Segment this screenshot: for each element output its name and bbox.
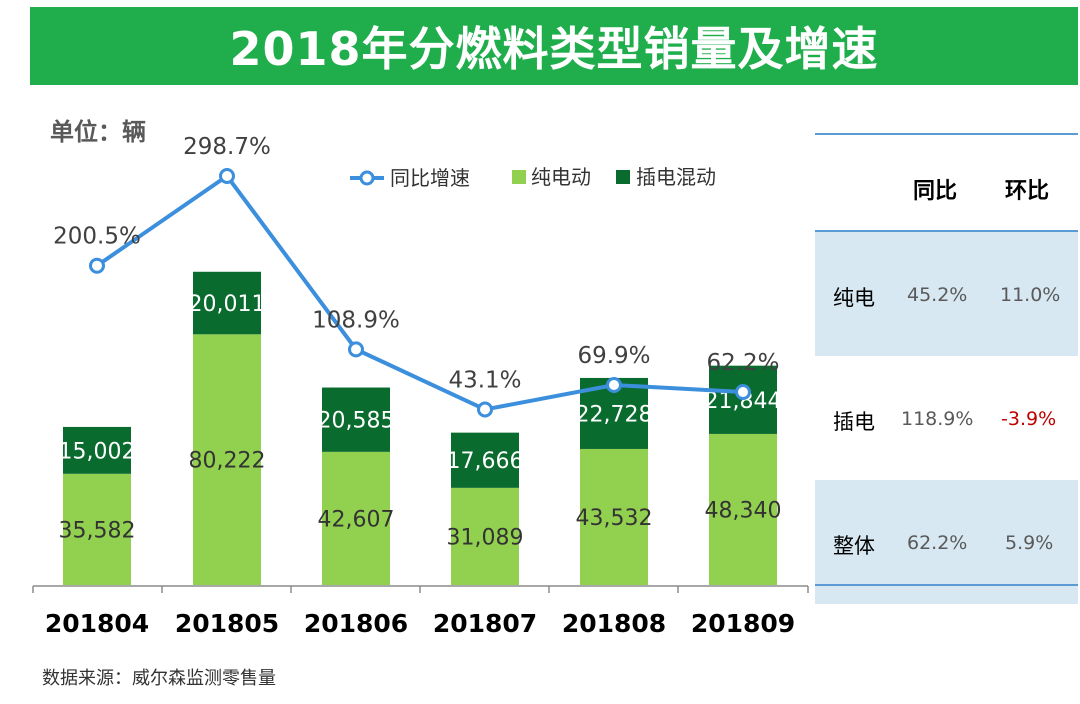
- x-tick-label: 201805: [175, 609, 279, 638]
- row-label: 整体: [833, 534, 875, 558]
- bar-phev: [63, 426, 131, 474]
- bar-label-bev: 31,089: [447, 525, 524, 550]
- legend: 同比增速 纯电动 插电混动: [350, 165, 716, 190]
- row-label: 插电: [833, 410, 875, 434]
- x-tick-label: 201807: [433, 609, 537, 638]
- legend-line-marker: [359, 170, 375, 186]
- bar-bev: [451, 487, 519, 585]
- yoy-line-group: 200.5% 298.7% 108.9% 43.1% 69.9% 62.2%: [53, 134, 780, 418]
- x-tick-label: 201808: [562, 609, 666, 638]
- bar-label-phev: 15,002: [59, 439, 136, 464]
- yoy-label: 69.9%: [577, 343, 650, 369]
- row-yoy: 45.2%: [907, 284, 968, 306]
- bar-label-bev: 80,222: [189, 449, 266, 474]
- table-rule: [815, 230, 1078, 232]
- bar-label-phev: 22,728: [576, 402, 653, 427]
- bar-phev: [451, 432, 519, 488]
- legend-item-phev: 插电混动: [636, 165, 716, 189]
- bar-label-bev: 48,340: [705, 498, 782, 523]
- yoy-point: [89, 257, 105, 274]
- table-row-phev: 插电 118.9% -3.9%: [815, 356, 1078, 480]
- unit-label: 单位：辆: [50, 118, 146, 146]
- legend-swatch-bev: [512, 170, 526, 184]
- row-label: 纯电: [833, 286, 875, 310]
- yoy-label: 43.1%: [448, 367, 521, 393]
- yoy-point: [348, 341, 364, 358]
- bar-label-bev: 43,532: [576, 506, 653, 531]
- legend-swatch-phev: [616, 170, 630, 184]
- yoy-label: 298.7%: [183, 134, 271, 160]
- yoy-line: [95, 173, 744, 412]
- yoy-point: [606, 376, 622, 393]
- yoy-label: 108.9%: [312, 307, 400, 333]
- legend-item-yoy: 同比增速: [390, 166, 470, 190]
- chart-title: 2018年分燃料类型销量及增速: [30, 7, 1078, 85]
- table-rule: [815, 584, 1078, 586]
- x-tick-label: 201804: [45, 609, 149, 638]
- row-yoy: 118.9%: [901, 408, 974, 430]
- row-yoy: 62.2%: [907, 532, 968, 554]
- table-rule: [815, 133, 1078, 135]
- bar-label-phev: 20,585: [318, 409, 395, 434]
- bar-bev: [193, 334, 261, 585]
- yoy-point: [219, 167, 235, 184]
- bar-phev: [193, 271, 261, 335]
- bar-bev: [63, 473, 131, 585]
- x-tick-label: 201809: [691, 609, 795, 638]
- row-mom: 5.9%: [1005, 532, 1054, 554]
- row-mom: -3.9%: [1001, 408, 1057, 430]
- x-tick-label: 201806: [304, 609, 408, 638]
- header-yoy: 同比: [913, 179, 958, 204]
- bar-bev: [580, 448, 648, 585]
- bar-label-phev: 20,011: [189, 292, 266, 317]
- table-row-total: 整体 62.2% 5.9%: [815, 480, 1078, 604]
- bars-group: 35,582 15,002 80,222 20,011 42,607 20,585 31,0…: [59, 271, 782, 585]
- bar-phev: [322, 387, 390, 452]
- table-row-bev: 纯电 45.2% 11.0%: [815, 232, 1078, 356]
- table-header: 同比 环比: [815, 161, 1078, 211]
- yoy-point: [477, 401, 493, 418]
- bar-bev: [322, 451, 390, 585]
- row-mom: 11.0%: [1000, 284, 1061, 306]
- header-mom: 环比: [1005, 179, 1050, 204]
- bar-bev: [709, 433, 777, 585]
- legend-item-bev: 纯电动: [531, 165, 591, 189]
- yoy-label: 62.2%: [706, 350, 779, 376]
- x-axis: 201804 201805 201806 201807 201808 201809: [32, 585, 809, 638]
- yoy-label: 200.5%: [53, 224, 141, 250]
- yoy-point: [735, 384, 751, 401]
- source-note: 数据来源：威尔森监测零售量: [42, 668, 276, 689]
- bar-label-bev: 42,607: [318, 507, 395, 532]
- bar-label-phev: 17,666: [447, 449, 524, 474]
- bar-label-bev: 35,582: [59, 518, 136, 543]
